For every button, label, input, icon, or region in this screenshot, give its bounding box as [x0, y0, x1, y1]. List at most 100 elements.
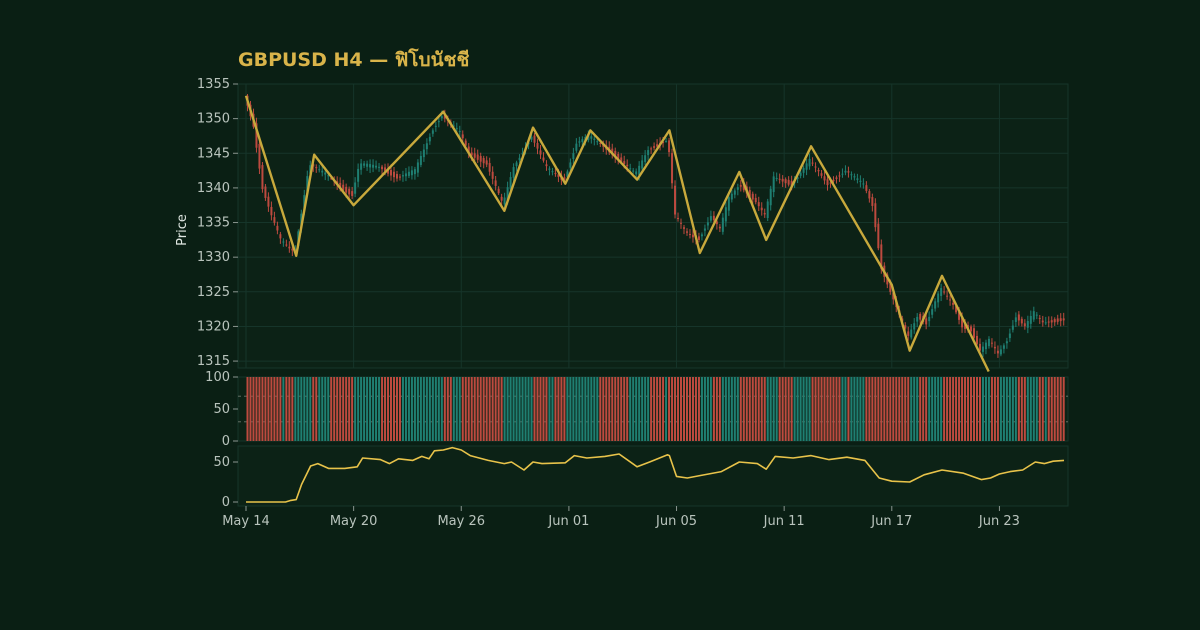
candle-up — [306, 176, 309, 192]
oscillator-bar-down — [470, 377, 473, 441]
oscillator-bar-up — [416, 377, 419, 441]
oscillator-bar-down — [249, 377, 252, 441]
price-tick-label: 1325 — [197, 285, 230, 300]
candle-up — [548, 168, 551, 170]
oscillator-bar-up — [1044, 377, 1047, 441]
oscillator-bar-down — [838, 377, 841, 441]
candle-down — [712, 215, 715, 221]
oscillator-bar-down — [712, 377, 715, 441]
oscillator-bar-down — [351, 377, 354, 441]
candle-down — [715, 221, 718, 225]
candle-up — [354, 182, 357, 194]
candle-down — [485, 160, 488, 165]
oscillator-bar-down — [811, 377, 814, 441]
oscillator-bar-up — [644, 377, 647, 441]
oscillator-bar-down — [330, 377, 333, 441]
oscillator-bar-up — [937, 377, 940, 441]
oscillator-bar-down — [892, 377, 895, 441]
candle-up — [1044, 322, 1047, 324]
candle-up — [775, 178, 778, 180]
candle-down — [823, 176, 826, 181]
candle-up — [1008, 333, 1011, 339]
oscillator-bar-down — [285, 377, 288, 441]
candle-down — [650, 148, 653, 150]
oscillator-bar-up — [378, 377, 381, 441]
oscillator-tick-label: 100 — [205, 370, 230, 385]
candle-up — [1035, 314, 1038, 316]
indicator-tick-label: 0 — [222, 495, 230, 510]
candle-down — [778, 178, 781, 180]
candle-down — [757, 202, 760, 207]
indicator-line — [246, 446, 1065, 503]
candle-up — [850, 174, 853, 176]
oscillator-bar-down — [476, 377, 479, 441]
candle-up — [796, 177, 799, 179]
candle-up — [375, 165, 378, 168]
oscillator-bar-up — [910, 377, 913, 441]
oscillator-bar-up — [850, 377, 853, 441]
oscillator-bar-up — [931, 377, 934, 441]
candle-up — [721, 217, 724, 232]
time-tick-label: Jun 23 — [978, 514, 1020, 529]
candle-up — [1026, 321, 1029, 328]
oscillator-bar-down — [820, 377, 823, 441]
oscillator-bar-down — [949, 377, 952, 441]
oscillator-bar-down — [1041, 377, 1044, 441]
candle-down — [787, 179, 790, 185]
oscillator-bar-up — [700, 377, 703, 441]
oscillator-bar-up — [940, 377, 943, 441]
candle-up — [853, 176, 856, 178]
oscillator-bar-down — [255, 377, 258, 441]
oscillator-bar-down — [943, 377, 946, 441]
oscillator-bar-up — [727, 377, 730, 441]
oscillator-bar-down — [291, 377, 294, 441]
oscillator-bar-down — [886, 377, 889, 441]
oscillator-bar-up — [796, 377, 799, 441]
oscillator-bar-up — [853, 377, 856, 441]
oscillator-bar-down — [479, 377, 482, 441]
oscillator-bar-up — [360, 377, 363, 441]
oscillator-bar-up — [363, 377, 366, 441]
candle-down — [392, 171, 395, 178]
candle-down — [946, 295, 949, 297]
candle-down — [1056, 318, 1059, 322]
candle-up — [566, 171, 569, 177]
candle-down — [461, 134, 464, 139]
oscillator-bar-up — [703, 377, 706, 441]
candle-up — [913, 323, 916, 330]
candle-down — [267, 196, 270, 207]
candle-down — [742, 183, 745, 191]
oscillator-bar-down — [895, 377, 898, 441]
candle-down — [697, 236, 700, 240]
oscillator-bar-up — [455, 377, 458, 441]
oscillator-bar-up — [859, 377, 862, 441]
candle-up — [372, 164, 375, 168]
candle-up — [730, 193, 733, 200]
oscillator-bar-down — [312, 377, 315, 441]
oscillator-bar-down — [742, 377, 745, 441]
oscillator-bar-up — [530, 377, 533, 441]
oscillator-bar-down — [384, 377, 387, 441]
oscillator-bar-up — [431, 377, 434, 441]
candle-up — [999, 349, 1002, 355]
candle-down — [996, 350, 999, 354]
candle-up — [509, 177, 512, 190]
oscillator-bar-down — [1053, 377, 1056, 441]
candle-up — [455, 128, 458, 130]
candle-down — [1047, 321, 1050, 323]
oscillator-bar-up — [913, 377, 916, 441]
oscillator-bar-down — [614, 377, 617, 441]
indicator-panel — [237, 445, 1069, 507]
oscillator-bar-down — [784, 377, 787, 441]
candle-up — [401, 175, 404, 177]
oscillator-bar-down — [488, 377, 491, 441]
oscillator-bar-up — [306, 377, 309, 441]
candle-up — [859, 180, 862, 183]
oscillator-bar-up — [569, 377, 572, 441]
candle-down — [470, 152, 473, 156]
oscillator-bar-down — [270, 377, 273, 441]
oscillator-bar-down — [1017, 377, 1020, 441]
oscillator-bar-up — [593, 377, 596, 441]
candle-down — [964, 324, 967, 329]
oscillator-bar-up — [999, 377, 1002, 441]
